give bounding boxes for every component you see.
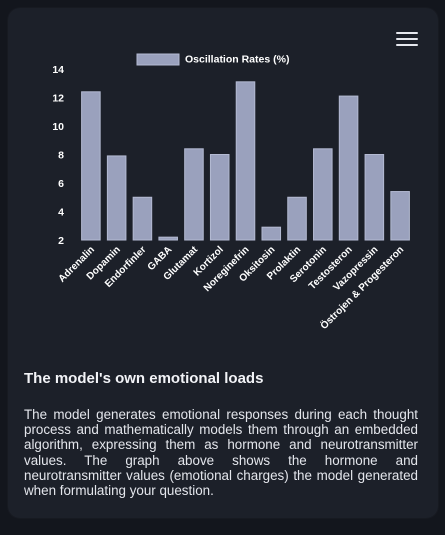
y-tick-label: 12 (52, 93, 64, 105)
bar (338, 95, 359, 241)
y-tick-label: 14 (52, 64, 64, 76)
bar (81, 91, 101, 241)
content-card (8, 8, 438, 518)
bars (81, 81, 410, 241)
bar (132, 196, 153, 241)
bar (313, 148, 333, 241)
y-tick-label: 8 (58, 150, 64, 162)
bar (158, 236, 178, 241)
hamburger-menu-icon[interactable] (396, 26, 420, 46)
bar (106, 155, 127, 241)
y-tick-label: 2 (58, 235, 64, 247)
y-tick-label: 4 (58, 207, 64, 219)
legend-label: Oscillation Rates (%) (185, 54, 289, 66)
x-axis: AdrenalinDopaminEndorfinlerGABAGlutamatK… (57, 243, 407, 332)
section-title: The model's own emotional loads (24, 370, 264, 387)
y-tick-label: 6 (58, 178, 64, 190)
section-description: The model generates emotional responses … (24, 407, 418, 499)
bar (184, 148, 204, 241)
bar (390, 191, 410, 241)
legend-swatch (136, 53, 180, 66)
chart-legend: Oscillation Rates (%) (136, 53, 289, 66)
bar (235, 81, 256, 241)
y-axis: 2 4 6 8 10 12 14 (52, 64, 64, 247)
bar (364, 154, 385, 241)
y-tick-label: 10 (52, 121, 64, 133)
bar (209, 154, 230, 241)
bar (287, 196, 307, 241)
bar (261, 226, 282, 241)
